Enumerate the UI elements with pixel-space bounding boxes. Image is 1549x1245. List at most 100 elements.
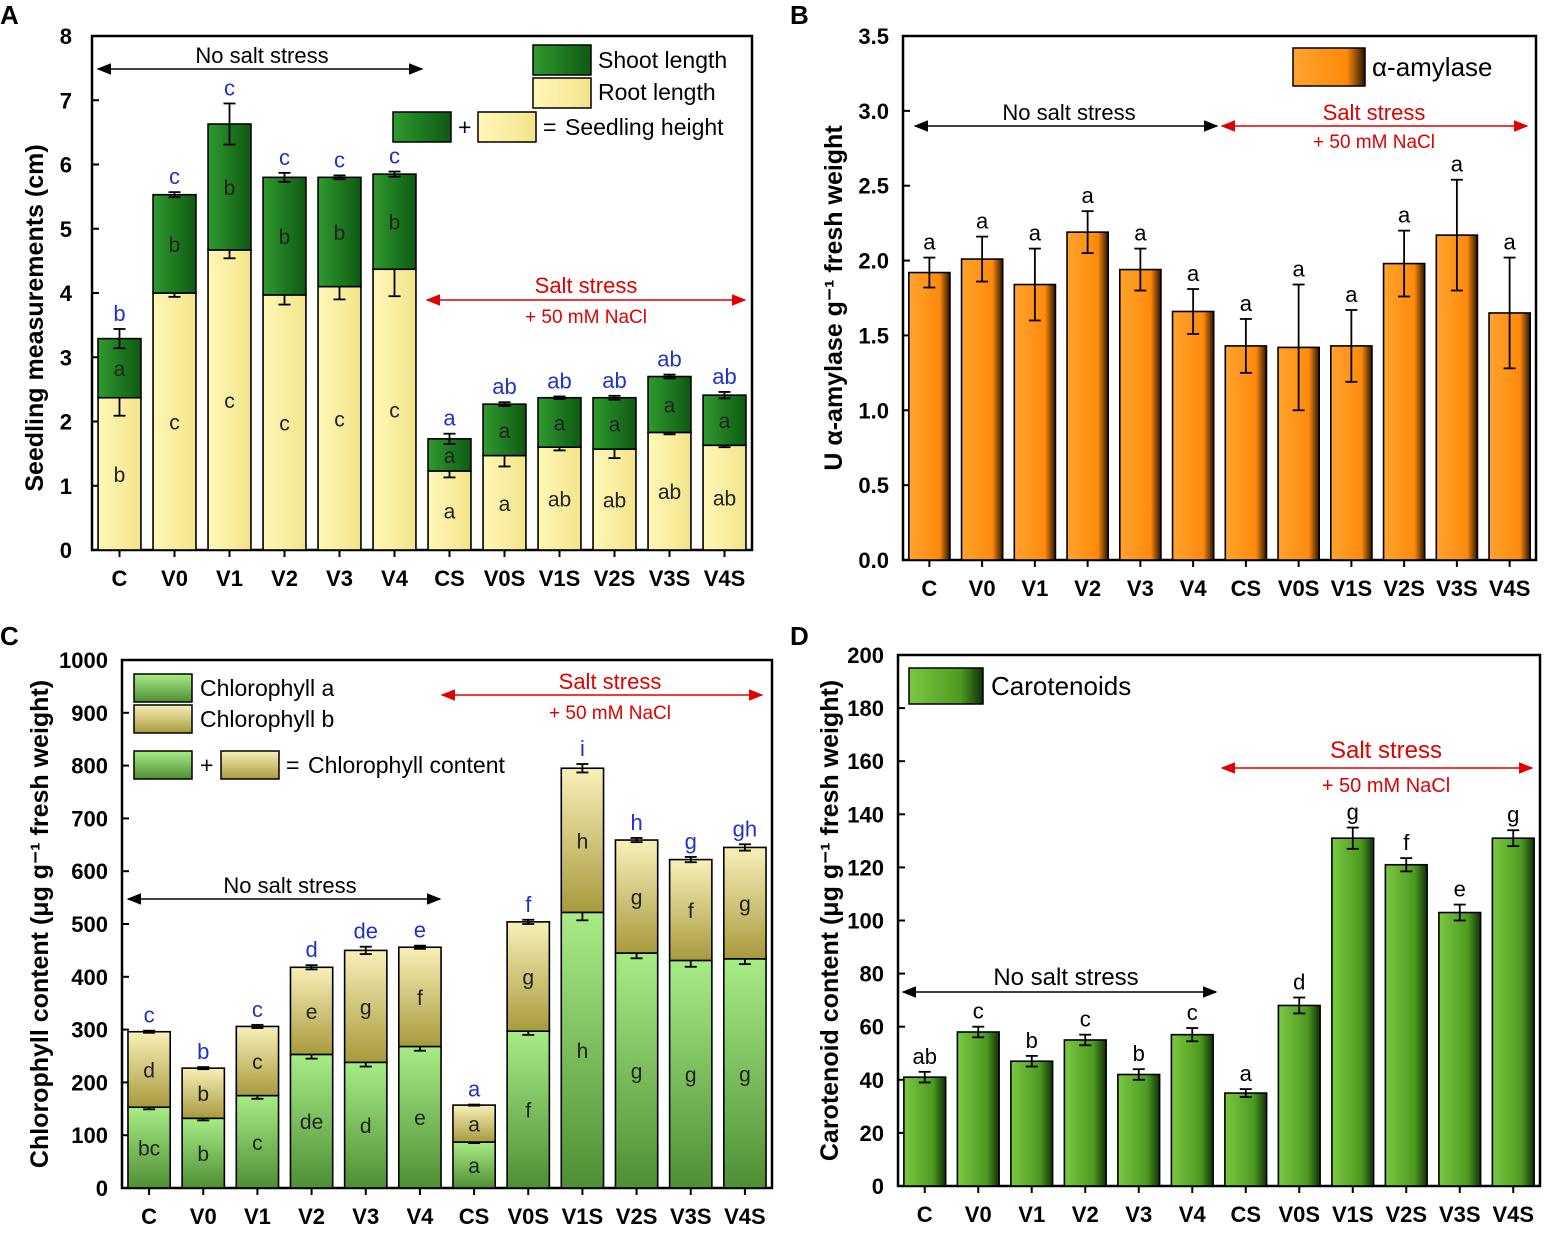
x-tick-label: CS [1230,1202,1261,1227]
x-tick-label: V2 [1074,576,1101,601]
total-letter: c [279,145,290,170]
bar--amylase-v4 [1171,310,1215,561]
x-tick-label: V0 [969,576,996,601]
segment-letter: c [224,390,235,413]
x-tick-label: V2 [298,1204,325,1229]
total-letter: c [389,144,400,169]
segment-letter: bc [138,1138,160,1161]
y-tick-label: 3 [60,345,72,370]
total-letter: gh [733,816,757,841]
bar-chlorophyll-b-v1 [235,1025,280,1097]
bar-letter: b [1133,1041,1145,1066]
legend-swatch-root-2 [477,111,537,143]
segment-letter: ab [713,488,736,511]
bar--amylase-c [908,271,951,561]
total-letter: c [224,75,235,100]
bar-carotenoids-v3 [1117,1073,1161,1187]
bar-chlorophyll-a-cs [452,1141,497,1189]
total-letter: de [354,919,378,944]
segment-letter: ab [658,481,681,504]
label-no-salt-c: No salt stress [223,873,356,898]
bar-carotenoids-v0 [956,1031,1000,1187]
legend-result: Seedling height [565,114,724,140]
bar--amylase-v3 [1119,268,1162,561]
segment-letter: b [114,464,126,487]
bar-letter: c [1187,1000,1198,1025]
legend-label-chlb: Chlorophyll b [200,706,334,732]
panel-c: 01002003004005006007008009001000Chloroph… [26,648,774,1229]
segment-letter: c [252,1132,263,1155]
x-tick-label: C [921,576,937,601]
bar-chlorophyll-b-cs [452,1104,497,1143]
segment-letter: c [389,400,400,423]
x-tick-label: V0 [161,566,188,591]
legend-label-chla: Chlorophyll a [200,675,334,701]
annotation-no-salt-a: No salt stress [96,43,424,75]
segment-letter: b [224,177,236,200]
x-tick-label: V1S [1332,1202,1374,1227]
segment-letter: a [664,394,676,417]
bar-root-length-c [97,396,142,551]
segment-letter: b [169,234,181,257]
y-tick-label: 1.0 [858,398,889,423]
plot-frame-b [901,34,1538,562]
bar-chlorophyll-b-v2s [614,839,659,954]
bar-chlorophyll-b-v0s [506,921,551,1032]
bar-root-length-v0 [152,292,197,551]
legend-result-c: Chlorophyll content [308,752,506,778]
bar-letter: f [1403,830,1410,855]
x-tick-label: C [141,1204,157,1229]
x-tick-label: V4S [724,1204,766,1229]
legend-swatch-shoot-2 [392,111,452,143]
bar-chlorophyll-a-v2s [614,952,659,1189]
segment-letter: a [444,445,456,468]
y-tick-label: 2 [60,410,72,435]
y-axis-label: Seedling measurements (cm) [21,144,49,491]
bar-root-length-cs [427,470,472,551]
bar-carotenoids-v4s [1491,837,1535,1187]
x-tick-label: V3 [1125,1202,1152,1227]
bar-letter: a [1451,152,1464,177]
plot-b: 0.0 0.5 1.0 1.5 2.0 2.5 3.0 3.5 U α-amylase g⁻¹ … [820,24,1538,601]
x-tick-label: V2S [1383,576,1425,601]
bar-letter: a [1187,261,1200,286]
segment-letter: f [417,987,423,1010]
bar-root-length-v1 [207,249,252,551]
bar--amylase-v0 [960,258,1004,561]
bar-root-length-v4s [702,444,747,551]
y-tick-label: 900 [71,701,108,726]
bar-chlorophyll-a-c [127,1106,172,1189]
segment-letter: b [334,222,346,245]
bar-chlorophyll-b-v3 [343,949,388,1064]
label-nacl-b: + 50 mM NaCl [1313,132,1435,153]
x-tick-label: V3 [352,1204,379,1229]
bar-letter: a [1504,230,1517,255]
bar--amylase-v0s [1277,346,1320,561]
y-tick-label: 3.0 [858,99,889,124]
segment-letter: a [114,358,126,381]
x-tick-label: CS [459,1204,490,1229]
y-tick-label: 200 [71,1070,108,1095]
bar-root-length-v3 [317,285,362,551]
bar-chlorophyll-b-v0 [181,1067,226,1120]
segment-letter: f [688,900,694,923]
bar-shoot-length-v3s [647,375,692,434]
legend-swatch-carotenoids [908,667,984,705]
y-tick-label: 120 [847,855,884,880]
y-tick-label: 140 [847,802,884,827]
x-tick-label: V0S [1278,576,1320,601]
bar-chlorophyll-b-v4 [397,946,442,1048]
y-tick-label: 600 [71,859,108,884]
legend-equals: = [543,114,556,140]
label-salt-b: Salt stress [1323,100,1426,125]
bar-carotenoids-v1s [1331,837,1375,1187]
panel-label-c: C [0,621,19,651]
y-tick-label: 8 [60,24,72,49]
segment-letter: g [739,893,751,916]
x-tick-label: V0 [965,1202,992,1227]
bar-carotenoids-v0s [1277,1004,1321,1187]
segment-letter: g [631,1061,643,1084]
segment-letter: d [360,1115,372,1138]
